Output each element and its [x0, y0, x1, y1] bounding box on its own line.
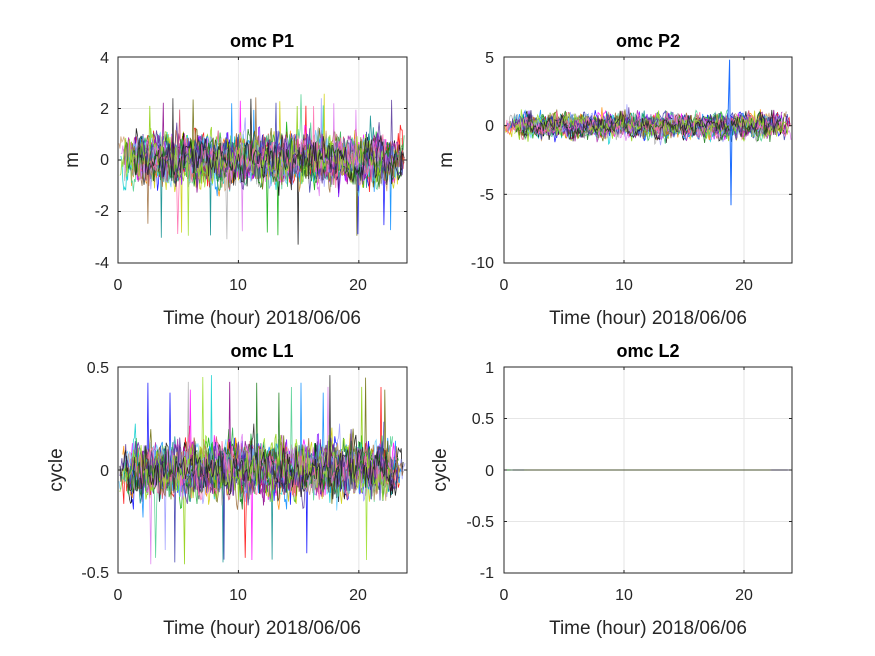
y-axis-label: cycle	[46, 448, 67, 491]
plot-area	[117, 56, 408, 264]
y-tick-label: 0	[100, 152, 109, 169]
x-tick-label: 10	[615, 277, 633, 294]
subplot-omc-p2: omc P2 Time (hour) 2018/06/06 m 0 10 20 …	[436, 31, 753, 329]
x-tick-label: 0	[500, 587, 509, 604]
subplot-omc-p1: omc P1 Time (hour) 2018/06/06 m 0 10 20 …	[62, 31, 367, 329]
x-tick-label: 20	[349, 587, 367, 604]
plot-area	[503, 366, 793, 574]
series-group	[118, 375, 406, 565]
y-axis-label: m	[62, 152, 83, 168]
subplot-title: omc L2	[616, 341, 679, 361]
y-axis-label: cycle	[430, 448, 451, 491]
x-tick-label: 0	[500, 277, 509, 294]
plot-background	[504, 57, 792, 263]
y-axis-label: m	[436, 152, 457, 168]
x-tick-label: 20	[735, 277, 753, 294]
y-tick-label: -4	[95, 255, 109, 272]
y-tick-label: 0	[485, 118, 494, 135]
y-tick-label: -0.5	[466, 514, 494, 531]
series-line	[138, 99, 404, 192]
x-tick-label: 0	[114, 587, 123, 604]
y-tick-label: 1	[485, 360, 494, 377]
y-tick-label: 5	[485, 50, 494, 67]
series-line	[119, 375, 396, 502]
y-tick-label: 0	[485, 463, 494, 480]
y-tick-label: 4	[100, 50, 109, 67]
y-tick-label: 2	[100, 101, 109, 118]
y-tick-label: -10	[471, 255, 494, 272]
x-tick-label: 10	[229, 277, 247, 294]
x-axis-label: Time (hour) 2018/06/06	[549, 618, 747, 639]
series-line	[134, 98, 403, 191]
x-axis-label: Time (hour) 2018/06/06	[163, 308, 361, 329]
subplot-title: omc P2	[616, 31, 680, 51]
y-tick-label: -5	[480, 187, 494, 204]
subplot-omc-l2: omc L2 Time (hour) 2018/06/06 cycle 0 10…	[430, 341, 753, 639]
y-tick-label: -1	[480, 565, 494, 582]
y-tick-label: 0.5	[472, 411, 494, 428]
x-tick-label: 0	[114, 277, 123, 294]
x-tick-label: 20	[735, 587, 753, 604]
series-line	[522, 109, 779, 142]
plot-area	[117, 366, 408, 574]
series-line	[514, 109, 789, 139]
y-tick-label: 0	[100, 463, 109, 480]
series-group	[504, 59, 792, 206]
x-axis-label: Time (hour) 2018/06/06	[163, 618, 361, 639]
y-tick-label: -0.5	[81, 565, 109, 582]
spike-line	[727, 59, 733, 206]
x-tick-label: 20	[349, 277, 367, 294]
series-line	[119, 127, 384, 236]
y-tick-label: 0.5	[87, 360, 109, 377]
x-tick-label: 10	[229, 587, 247, 604]
subplot-title: omc L1	[230, 341, 293, 361]
x-tick-label: 10	[615, 587, 633, 604]
plot-area	[503, 56, 793, 264]
x-axis-label: Time (hour) 2018/06/06	[549, 308, 747, 329]
series-line	[119, 376, 391, 561]
axes-box	[503, 56, 793, 264]
y-tick-label: -2	[95, 203, 109, 220]
series-group	[118, 93, 405, 245]
subplot-title: omc P1	[230, 31, 294, 51]
subplot-omc-l1: omc L1 Time (hour) 2018/06/06 cycle 0 10…	[46, 341, 367, 639]
